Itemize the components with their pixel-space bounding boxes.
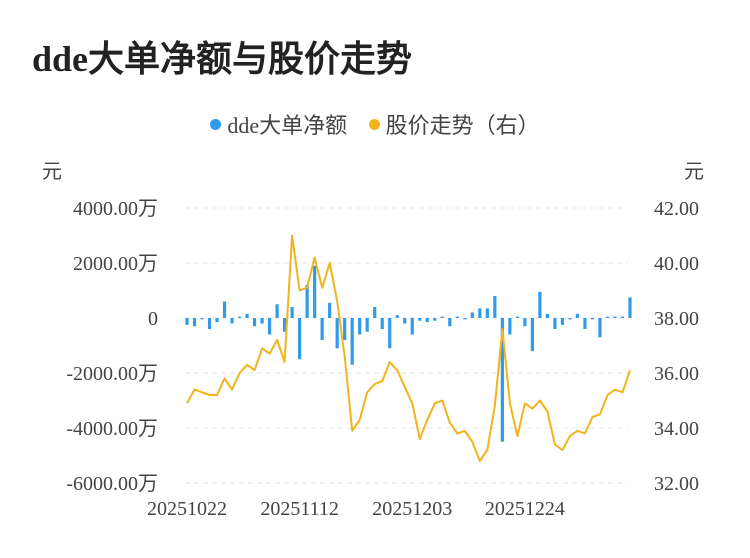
dde-bar	[320, 318, 324, 340]
x-tick-label: 20251224	[485, 498, 565, 520]
dde-bar	[395, 315, 399, 318]
dde-bar	[237, 316, 242, 318]
dde-bar	[267, 318, 272, 335]
dde-bar	[613, 316, 617, 318]
dde-bar	[365, 318, 369, 332]
dde-bar	[515, 316, 519, 318]
dde-bar	[215, 318, 219, 323]
x-tick-label: 20251022	[147, 498, 227, 520]
dde-bar	[388, 318, 392, 349]
dde-bar	[545, 313, 550, 318]
legend-dot-icon	[368, 118, 380, 130]
dde-bar	[440, 316, 444, 318]
dde-bar	[500, 318, 504, 442]
left-tick-label: 0	[148, 308, 158, 330]
left-tick-label: -6000.00万	[66, 473, 158, 495]
dde-bar	[620, 316, 625, 318]
right-tick-label: 32.00	[654, 473, 699, 495]
grid-lines	[185, 207, 628, 484]
dde-bar	[222, 301, 227, 318]
dde-bar	[252, 318, 257, 327]
dde-bar	[403, 318, 407, 324]
dde-bar	[530, 318, 534, 351]
legend-item-price[interactable]: 股价走势（右）	[368, 108, 540, 140]
dde-bar	[448, 318, 452, 327]
dde-bar	[298, 318, 302, 360]
left-tick-label: -2000.00万	[66, 363, 158, 385]
dde-bar	[493, 296, 497, 318]
dde-bar	[350, 318, 354, 365]
right-tick-label: 42.00	[654, 198, 699, 220]
dde-bar	[358, 318, 362, 335]
dde-bar	[433, 318, 437, 321]
x-tick-label: 20251112	[260, 498, 339, 520]
right-tick-label: 38.00	[654, 308, 699, 330]
dde-bar	[425, 318, 429, 323]
dde-bar	[583, 318, 587, 329]
line-series	[186, 234, 631, 462]
dde-bar	[455, 316, 459, 318]
legend-label-price: 股价走势（右）	[385, 113, 540, 138]
dde-bar	[568, 318, 572, 320]
dde-bar	[207, 318, 212, 329]
dde-bar	[283, 318, 287, 332]
price-line	[186, 234, 631, 462]
left-tick-label: -4000.00万	[66, 418, 158, 440]
dde-bar	[575, 313, 580, 318]
dde-bar	[410, 318, 414, 335]
dde-bar	[463, 318, 467, 320]
dde-bar	[523, 318, 527, 327]
dde-bar	[313, 265, 317, 318]
dde-bar	[598, 318, 602, 338]
dde-bar	[275, 304, 279, 318]
dde-bar	[628, 297, 632, 318]
legend-label-dde: dde大单净额	[227, 113, 348, 138]
dde-bar	[538, 291, 542, 318]
dde-bar	[418, 318, 422, 321]
legend-item-dde[interactable]: dde大单净额	[210, 108, 347, 140]
dde-bar	[192, 318, 197, 327]
right-tick-label: 36.00	[654, 363, 699, 385]
bar-series	[185, 265, 632, 442]
dde-bar	[380, 318, 384, 329]
legend: dde大单净额 股价走势（右）	[0, 108, 750, 140]
dde-bar	[185, 318, 189, 325]
left-axis-unit: 元	[42, 161, 62, 183]
right-tick-label: 40.00	[654, 253, 699, 275]
dde-bar	[560, 318, 565, 325]
dde-bar	[508, 318, 512, 335]
dde-bar	[200, 318, 204, 320]
dde-bar	[343, 318, 347, 340]
dde-bar	[305, 285, 309, 318]
dde-bar	[328, 302, 332, 318]
x-tick-label: 20251203	[372, 498, 452, 520]
dde-bar	[335, 318, 339, 349]
right-tick-label: 34.00	[654, 418, 699, 440]
dde-bar	[230, 318, 234, 324]
dde-bar	[478, 308, 482, 318]
right-axis-unit: 元	[684, 161, 704, 183]
dde-bar	[260, 318, 264, 324]
legend-dot-icon	[210, 118, 222, 130]
dde-bar	[470, 312, 474, 318]
dde-bar	[373, 307, 377, 318]
left-tick-label: 2000.00万	[73, 253, 158, 275]
chart-title: dde大单净额与股价走势	[32, 39, 413, 79]
dde-bar	[553, 318, 557, 329]
left-tick-label: 4000.00万	[73, 198, 158, 220]
dde-bar	[605, 316, 610, 318]
axis-labels: 4000.00万 42.00 2000.00万 40.00 0 38.00 -2000.00…	[42, 161, 704, 520]
dde-bar	[245, 313, 249, 318]
dde-bar	[590, 318, 595, 320]
dde-bar	[290, 307, 294, 318]
dde-bar	[485, 308, 489, 318]
